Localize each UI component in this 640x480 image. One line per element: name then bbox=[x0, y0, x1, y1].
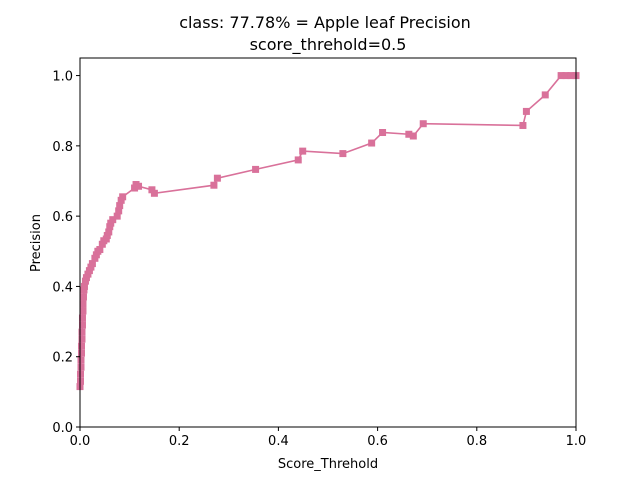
data-point bbox=[213, 174, 221, 182]
data-point bbox=[96, 246, 104, 254]
data-point bbox=[78, 321, 86, 329]
data-point bbox=[78, 328, 86, 336]
data-point bbox=[368, 139, 376, 147]
data-point bbox=[77, 342, 85, 350]
x-tick-label: 0.2 bbox=[169, 434, 190, 449]
data-point bbox=[91, 254, 99, 262]
data-point bbox=[339, 150, 347, 158]
data-point bbox=[103, 231, 111, 239]
y-tick-label: 0.4 bbox=[52, 280, 73, 295]
x-tick-label: 0.0 bbox=[70, 434, 91, 449]
data-point bbox=[81, 277, 89, 285]
data-point bbox=[78, 314, 86, 322]
data-point bbox=[567, 72, 575, 80]
data-point bbox=[92, 251, 100, 259]
data-point bbox=[88, 260, 96, 268]
data-point bbox=[405, 130, 413, 138]
data-point bbox=[519, 121, 527, 129]
data-point bbox=[79, 307, 87, 315]
data-point bbox=[107, 219, 115, 227]
data-point bbox=[148, 186, 156, 194]
y-tick-label: 0.0 bbox=[52, 421, 73, 436]
data-point bbox=[82, 274, 90, 282]
data-point bbox=[98, 240, 106, 248]
data-point bbox=[80, 282, 88, 290]
x-tick-label: 0.6 bbox=[367, 434, 388, 449]
chart-subtitle: score_threhold=0.5 bbox=[250, 35, 407, 55]
data-point bbox=[84, 270, 92, 278]
y-axis-ticks: 0.0 0.2 0.4 0.6 0.8 1.0 bbox=[52, 70, 80, 436]
y-tick-label: 0.8 bbox=[52, 140, 73, 155]
data-point bbox=[541, 91, 549, 99]
data-point bbox=[116, 202, 124, 210]
x-tick-label: 0.8 bbox=[466, 434, 487, 449]
data-point bbox=[379, 129, 387, 137]
x-axis-label: Score_Threhold bbox=[278, 457, 378, 472]
x-tick-label: 0.4 bbox=[268, 434, 289, 449]
data-point bbox=[77, 349, 85, 357]
data-point bbox=[85, 267, 93, 275]
y-tick-label: 0.6 bbox=[52, 210, 73, 225]
x-axis-ticks: 0.0 0.2 0.4 0.6 0.8 1.0 bbox=[70, 427, 587, 449]
data-point bbox=[119, 193, 127, 201]
data-point bbox=[150, 189, 158, 197]
data-point bbox=[77, 356, 85, 364]
data-point bbox=[419, 120, 427, 128]
data-point bbox=[522, 107, 530, 115]
data-point bbox=[409, 132, 417, 140]
data-point bbox=[109, 216, 117, 224]
data-point bbox=[252, 165, 260, 173]
plot-area bbox=[76, 72, 580, 391]
y-tick-label: 0.2 bbox=[52, 351, 73, 366]
data-point bbox=[562, 72, 570, 80]
data-point bbox=[557, 72, 565, 80]
y-tick-label: 1.0 bbox=[52, 70, 73, 85]
data-point bbox=[294, 156, 302, 164]
data-point bbox=[102, 235, 110, 243]
axes-frame bbox=[79, 57, 577, 428]
data-point bbox=[79, 293, 87, 301]
data-point bbox=[80, 286, 88, 294]
data-point bbox=[105, 228, 113, 236]
data-point bbox=[79, 300, 87, 308]
data-point bbox=[210, 181, 218, 189]
data-point bbox=[87, 263, 95, 271]
data-point bbox=[135, 182, 143, 190]
data-point bbox=[106, 223, 114, 231]
data-point bbox=[117, 196, 125, 204]
data-point bbox=[115, 207, 123, 215]
data-point bbox=[299, 147, 307, 155]
data-point bbox=[131, 184, 139, 192]
data-point bbox=[78, 335, 86, 343]
x-tick-label: 1.0 bbox=[566, 434, 587, 449]
data-point bbox=[113, 212, 121, 220]
chart-title: class: 77.78% = Apple leaf Precision bbox=[179, 13, 471, 32]
data-point bbox=[77, 363, 85, 371]
y-axis-label: Precision bbox=[29, 214, 44, 272]
